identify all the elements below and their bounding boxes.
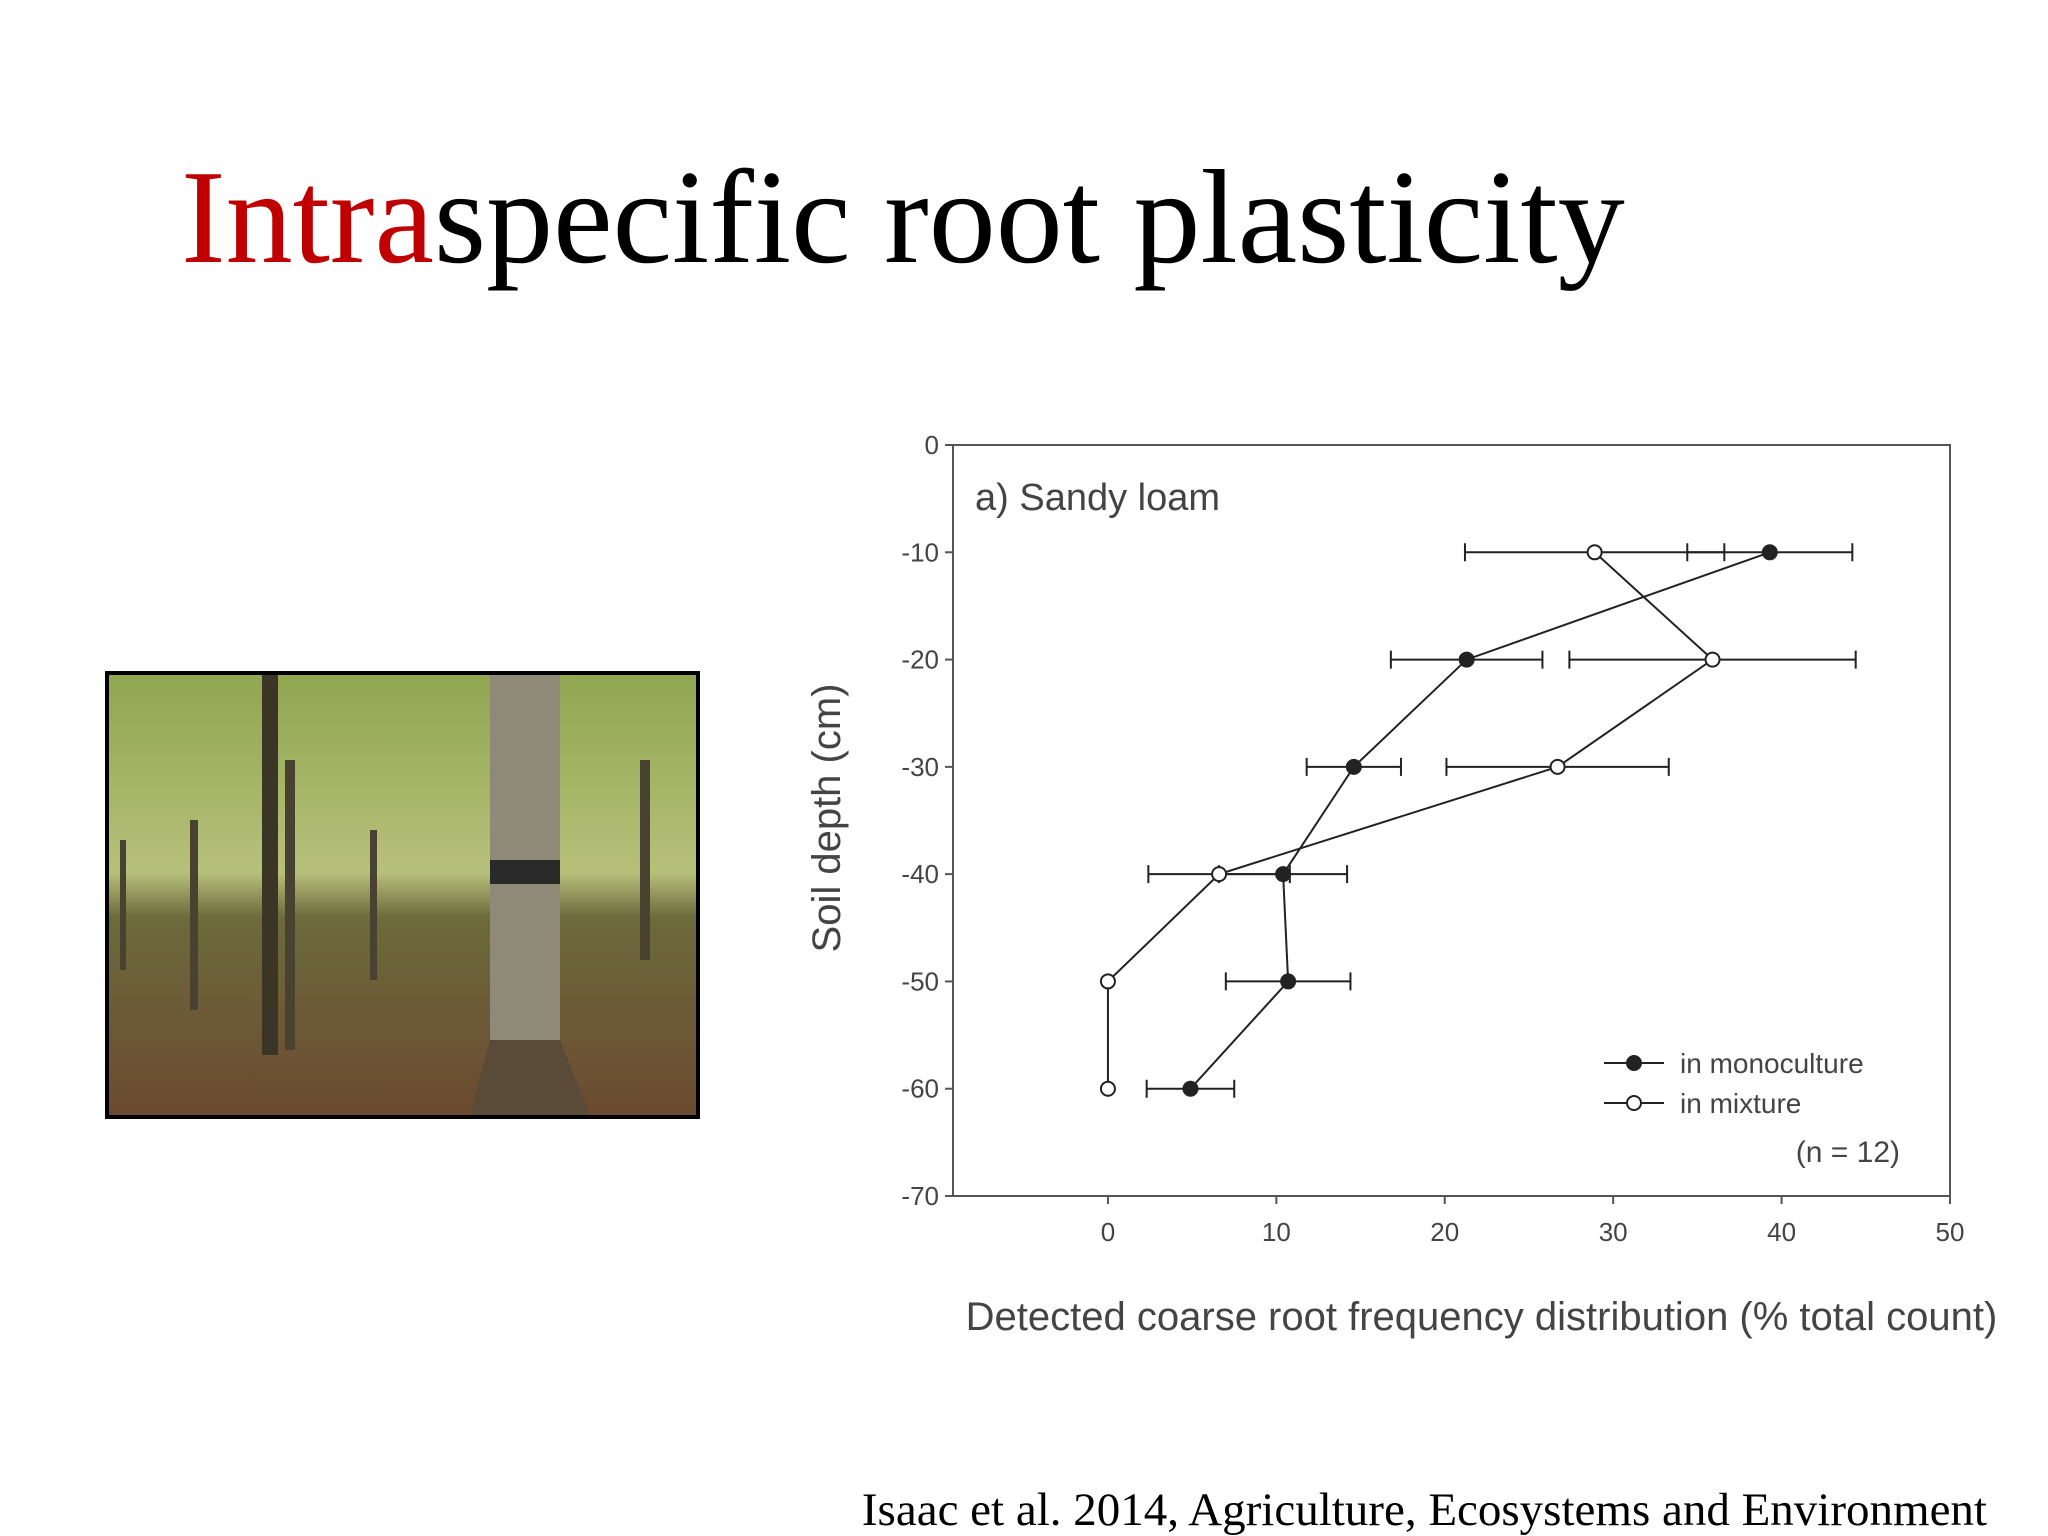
y-tick-label: -10 xyxy=(901,537,939,567)
data-point xyxy=(1345,758,1362,775)
data-point xyxy=(1761,544,1778,561)
citation: Isaac et al. 2014, Agriculture, Ecosyste… xyxy=(862,1484,1987,1536)
data-point xyxy=(1549,758,1566,775)
data-point xyxy=(1704,651,1721,668)
legend-label: in mixture xyxy=(1680,1088,1801,1119)
y-tick-label: -70 xyxy=(901,1181,939,1211)
series-line xyxy=(1106,551,1715,1089)
y-tick-label: -30 xyxy=(901,752,939,782)
y-tick-label: -20 xyxy=(901,645,939,675)
data-point xyxy=(1211,866,1228,883)
title-highlight: Intra xyxy=(181,143,434,291)
data-point xyxy=(1099,1080,1116,1097)
data-point xyxy=(1586,544,1603,561)
y-tick-label: 0 xyxy=(925,430,939,460)
legend-marker xyxy=(1626,1055,1642,1071)
y-tick-label: -40 xyxy=(901,859,939,889)
data-point xyxy=(1280,973,1297,990)
forest-photo xyxy=(105,671,700,1119)
legend-marker xyxy=(1626,1095,1642,1111)
x-tick-label: 40 xyxy=(1767,1217,1796,1247)
x-tick-label: 50 xyxy=(1936,1217,1965,1247)
x-tick-label: 0 xyxy=(1101,1217,1115,1247)
x-axis-label: Detected coarse root frequency distribut… xyxy=(966,1295,1998,1339)
y-tick-label: -60 xyxy=(901,1074,939,1104)
plot-frame xyxy=(952,444,1951,1197)
y-tick-label: -50 xyxy=(901,966,939,996)
panel-label: a) Sandy loam xyxy=(975,477,1220,519)
data-point xyxy=(1182,1080,1199,1097)
data-point xyxy=(1458,651,1475,668)
x-tick-label: 10 xyxy=(1262,1217,1291,1247)
x-tick-label: 20 xyxy=(1430,1217,1459,1247)
data-point xyxy=(1099,973,1116,990)
sample-size: (n = 12) xyxy=(1796,1136,1900,1169)
y-axis-label: Soil depth (cm) xyxy=(805,684,849,953)
slide-title: Intraspecific root plasticity xyxy=(181,143,1625,291)
series-line xyxy=(1189,551,1771,1090)
x-tick-label: 30 xyxy=(1599,1217,1628,1247)
title-rest: specific root plasticity xyxy=(434,143,1625,291)
legend-label: in monoculture xyxy=(1680,1048,1864,1079)
